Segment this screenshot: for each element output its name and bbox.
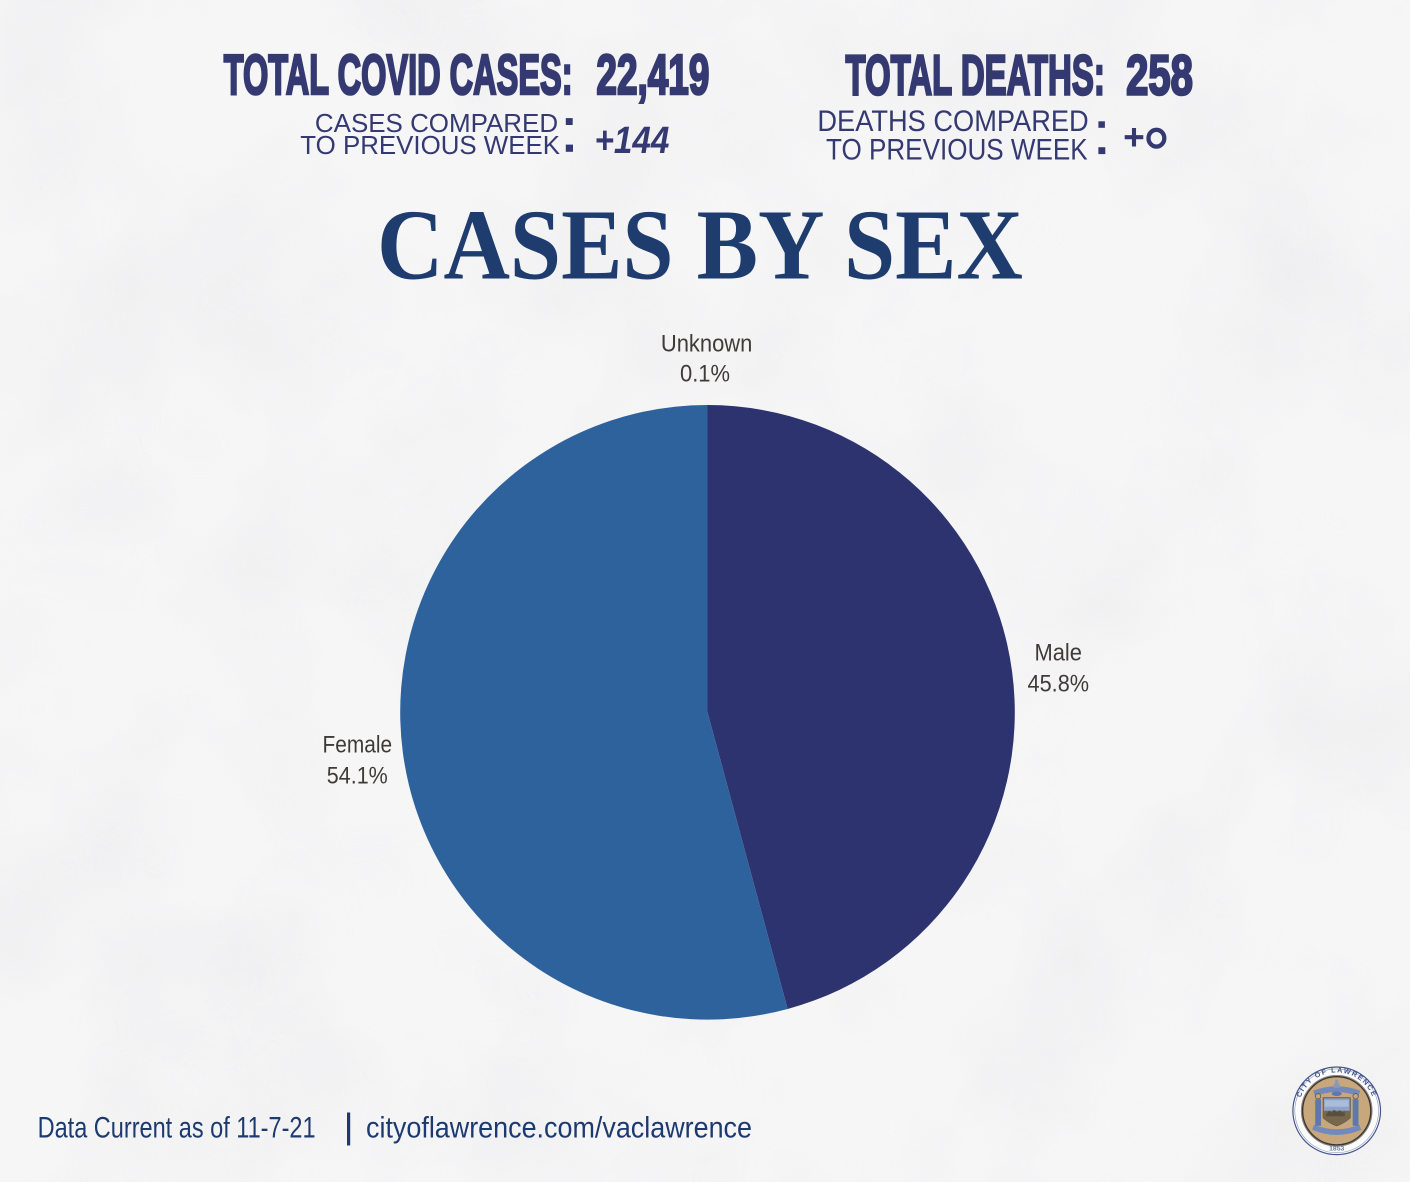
svg-text:TOTAL DEATHS:: TOTAL DEATHS: bbox=[846, 44, 1105, 107]
svg-text:45.8%: 45.8% bbox=[1028, 671, 1090, 698]
svg-text:DEATHS COMPARED: DEATHS COMPARED bbox=[817, 105, 1088, 138]
svg-text:Female: Female bbox=[323, 731, 393, 758]
svg-text:TO PREVIOUS WEEK: TO PREVIOUS WEEK bbox=[826, 134, 1088, 167]
svg-text:CASES COMPARED: CASES COMPARED bbox=[315, 108, 558, 138]
svg-text:54.1%: 54.1% bbox=[327, 763, 388, 790]
svg-text:TOTAL COVID CASES:: TOTAL COVID CASES: bbox=[224, 43, 573, 106]
svg-text:TO PREVIOUS WEEK: TO PREVIOUS WEEK bbox=[300, 130, 560, 160]
svg-text:CASES BY SEX: CASES BY SEX bbox=[377, 189, 1023, 300]
svg-text:1853: 1853 bbox=[1329, 1145, 1344, 1152]
svg-text:Unknown: Unknown bbox=[661, 331, 753, 358]
svg-text:+144: +144 bbox=[595, 119, 670, 162]
svg-text:cityoflawrence.com/vaclawrence: cityoflawrence.com/vaclawrence bbox=[366, 1112, 752, 1145]
svg-text:258: 258 bbox=[1126, 44, 1193, 107]
svg-text:Data Current as of 11-7-21: Data Current as of 11-7-21 bbox=[38, 1112, 316, 1145]
svg-text:Male: Male bbox=[1034, 639, 1082, 666]
svg-text:0.1%: 0.1% bbox=[680, 361, 730, 388]
svg-text:22,419: 22,419 bbox=[596, 43, 709, 106]
